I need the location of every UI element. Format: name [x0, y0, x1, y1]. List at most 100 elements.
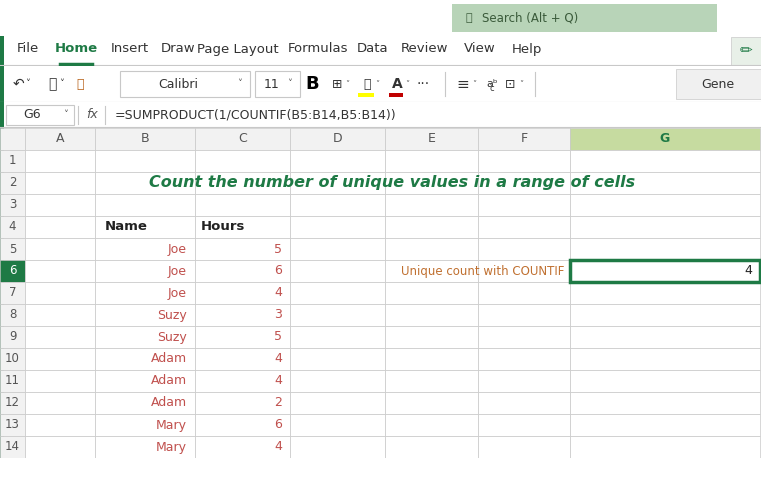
Text: Hours: Hours	[201, 221, 245, 233]
Bar	[290, 304, 385, 326]
Bar	[385, 238, 478, 260]
Bar	[570, 216, 760, 238]
Text: G: G	[660, 133, 670, 145]
Text: G6: G6	[23, 108, 41, 122]
Text: 4: 4	[744, 264, 752, 278]
Bar	[570, 282, 760, 304]
Text: ✏: ✏	[740, 42, 753, 57]
Text: =SUMPRODUCT(1/COUNTIF(B5:B14,B5:B14)): =SUMPRODUCT(1/COUNTIF(B5:B14,B5:B14))	[115, 108, 396, 122]
Text: File: File	[17, 42, 39, 55]
Bar	[290, 414, 385, 436]
Bar	[195, 172, 290, 194]
Text: 12: 12	[5, 397, 20, 410]
Bar	[478, 392, 570, 414]
Bar	[385, 172, 478, 194]
Bar	[452, 4, 717, 32]
Bar	[385, 194, 478, 216]
Text: ⊞: ⊞	[332, 77, 342, 90]
Text: 🖌: 🖌	[76, 77, 84, 90]
Bar	[195, 436, 290, 458]
Bar	[95, 436, 195, 458]
Bar	[25, 238, 95, 260]
Bar	[0, 150, 25, 172]
Bar	[25, 304, 95, 326]
Text: Insert: Insert	[111, 42, 149, 55]
Bar	[95, 392, 195, 414]
Text: 5: 5	[9, 243, 16, 256]
Bar	[570, 436, 760, 458]
Bar	[478, 348, 570, 370]
Bar	[478, 150, 570, 172]
Bar	[570, 304, 760, 326]
Bar	[570, 150, 760, 172]
Text: Suzy: Suzy	[158, 309, 187, 322]
Text: fx: fx	[86, 108, 98, 122]
Text: E: E	[428, 133, 435, 145]
Bar	[25, 326, 95, 348]
Text: ˅: ˅	[26, 79, 30, 89]
Bar	[570, 326, 760, 348]
Text: 1: 1	[8, 155, 16, 168]
Bar	[0, 260, 25, 282]
Text: Help: Help	[512, 42, 542, 55]
Bar	[0, 172, 25, 194]
Text: Adam: Adam	[151, 375, 187, 387]
Text: Unique count with COUNTIF: Unique count with COUNTIF	[400, 264, 564, 278]
Bar	[290, 172, 385, 194]
Bar	[25, 370, 95, 392]
Text: 6: 6	[8, 264, 16, 278]
Bar	[290, 194, 385, 216]
Bar	[385, 260, 478, 282]
Bar	[478, 238, 570, 260]
Bar	[195, 128, 290, 150]
Text: Excel: Excel	[21, 11, 66, 25]
Text: Search (Alt + Q): Search (Alt + Q)	[482, 12, 578, 24]
Bar	[95, 150, 195, 172]
Text: ˅: ˅	[472, 80, 476, 88]
Text: 4: 4	[274, 375, 282, 387]
Bar	[570, 238, 760, 260]
Bar	[478, 436, 570, 458]
Text: View: View	[464, 42, 496, 55]
Text: Mary: Mary	[156, 418, 187, 432]
Bar	[731, 37, 761, 65]
Bar	[25, 348, 95, 370]
Bar	[478, 128, 570, 150]
Bar	[290, 392, 385, 414]
Bar	[195, 194, 290, 216]
Bar	[25, 128, 95, 150]
Text: 14: 14	[5, 440, 20, 453]
Text: ⎘: ⎘	[48, 77, 56, 91]
Bar	[25, 260, 95, 282]
Text: Review: Review	[401, 42, 449, 55]
Text: ˅: ˅	[375, 80, 379, 88]
Text: 2: 2	[274, 397, 282, 410]
Bar	[255, 71, 300, 97]
Bar	[389, 93, 403, 97]
Bar	[570, 392, 760, 414]
Bar	[0, 326, 25, 348]
Bar	[0, 194, 25, 216]
Text: 4: 4	[274, 287, 282, 299]
Bar	[25, 194, 95, 216]
Bar	[195, 326, 290, 348]
Text: ˅: ˅	[519, 80, 523, 88]
Bar	[0, 36, 4, 66]
Bar	[290, 128, 385, 150]
Text: ˅: ˅	[237, 79, 243, 89]
Bar	[0, 436, 25, 458]
Text: 10: 10	[5, 352, 20, 365]
Bar	[478, 172, 570, 194]
Bar	[95, 194, 195, 216]
Bar	[195, 348, 290, 370]
Bar	[195, 282, 290, 304]
Bar	[478, 282, 570, 304]
Bar	[385, 128, 478, 150]
Text: Gene: Gene	[702, 77, 734, 90]
Bar	[0, 282, 25, 304]
Text: 11: 11	[5, 375, 20, 387]
Text: 4: 4	[8, 221, 16, 233]
Bar	[478, 326, 570, 348]
Text: 7: 7	[8, 287, 16, 299]
Bar	[290, 260, 385, 282]
